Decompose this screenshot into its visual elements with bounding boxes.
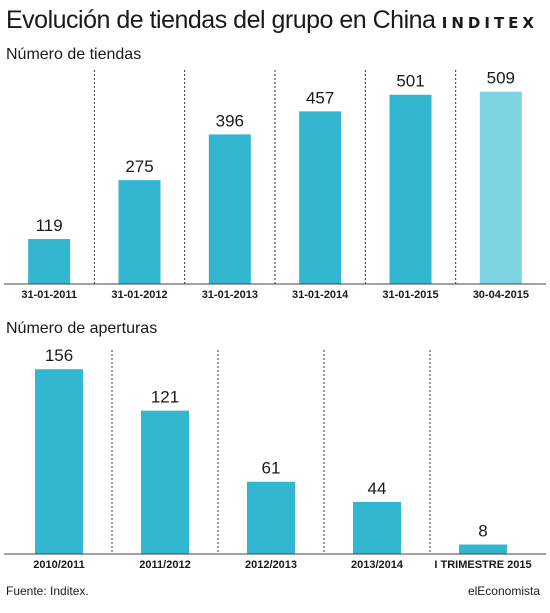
x-tick-label: 31-01-2014 xyxy=(292,289,349,301)
bar-30-04-2015 xyxy=(479,91,522,284)
data-label: 275 xyxy=(125,157,153,176)
data-label: 61 xyxy=(262,459,281,478)
chart2-title: Número de aperturas xyxy=(6,320,158,337)
bar-2010-2011 xyxy=(35,369,83,554)
x-tick-label: 31-01-2013 xyxy=(202,289,258,301)
x-tick-label: 2012/2013 xyxy=(245,559,297,571)
publisher-name: elEconomista xyxy=(467,584,540,598)
data-label: 156 xyxy=(45,346,73,365)
bar-i-trimestre-2015 xyxy=(459,544,507,554)
data-label: 457 xyxy=(306,88,334,107)
data-label: 119 xyxy=(36,216,63,235)
bar-2013-2014 xyxy=(353,501,401,554)
x-tick-label: 31-01-2012 xyxy=(111,289,167,301)
bar-31-01-2013 xyxy=(208,134,251,284)
x-tick-label: 2013/2014 xyxy=(351,559,404,571)
data-label: 501 xyxy=(396,72,424,91)
source-note: Fuente: Inditex. xyxy=(6,584,89,598)
bar-2011-2012 xyxy=(141,410,189,554)
data-label: 8 xyxy=(478,522,487,541)
bar-2012-2013 xyxy=(247,481,295,554)
bar-31-01-2011 xyxy=(28,239,71,284)
chart1-title: Número de tiendas xyxy=(6,46,142,63)
x-tick-label: I TRIMESTRE 2015 xyxy=(434,559,531,571)
data-label: 44 xyxy=(368,479,387,498)
bar-31-01-2014 xyxy=(299,111,342,284)
openings-chart: 156 2010/2011 121 2011/2012 61 2012/2013 44 201… xyxy=(4,346,546,571)
data-label: 509 xyxy=(487,69,515,88)
page-title: Evolución de tiendas del grupo en China xyxy=(6,6,436,34)
x-tick-label: 2010/2011 xyxy=(33,559,84,571)
data-label: 121 xyxy=(151,388,179,407)
x-tick-label: 31-01-2015 xyxy=(382,289,438,301)
x-tick-label: 31-01-2011 xyxy=(21,289,77,301)
data-label: 396 xyxy=(216,111,244,130)
x-tick-label: 30-04-2015 xyxy=(473,289,529,301)
bar-31-01-2015 xyxy=(389,94,432,284)
brand-logo: INDITEX xyxy=(441,14,538,32)
bar-31-01-2012 xyxy=(118,180,161,284)
x-tick-label: 2011/2012 xyxy=(139,559,190,571)
stores-chart: 119 31-01-2011 275 31-01-2012 396 31-01-2013 4… xyxy=(4,69,546,301)
